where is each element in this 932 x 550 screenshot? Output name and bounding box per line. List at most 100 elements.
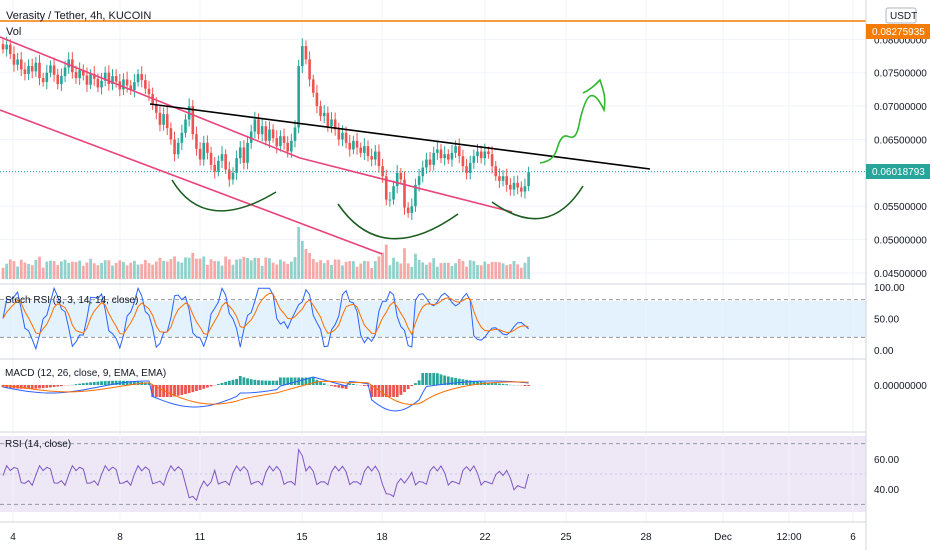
macd-histogram-bar: [362, 385, 366, 386]
macd-histogram-bar: [498, 383, 501, 385]
macd-histogram-bar: [78, 383, 82, 385]
candle-body: [158, 112, 162, 125]
macd-histogram-bar: [289, 377, 293, 385]
volume-label: Vol: [6, 26, 21, 38]
currency-badge[interactable]: USDT: [890, 11, 917, 22]
volume-bar: [209, 259, 213, 279]
volume-bar: [468, 260, 472, 279]
candle-body: [63, 67, 67, 77]
volume-bar: [417, 259, 421, 279]
volume-bar: [454, 263, 457, 279]
macd-histogram-bar: [322, 383, 326, 385]
macd-histogram-bar: [359, 385, 363, 386]
candle-body: [176, 142, 180, 155]
macd-histogram-bar: [213, 385, 217, 386]
macd-histogram-bar: [457, 378, 461, 385]
volume-bar: [487, 263, 490, 279]
macd-histogram-bar: [348, 383, 352, 385]
candle-body: [352, 140, 355, 150]
macd-histogram-bar: [490, 382, 494, 385]
volume-bar: [231, 264, 235, 279]
volume-bar: [180, 262, 184, 279]
candle-body: [264, 126, 268, 141]
candle-body: [476, 151, 479, 157]
price-tick-label: 0.07500000: [874, 69, 927, 80]
macd-histogram-bar: [49, 385, 52, 388]
candle-body: [363, 146, 366, 153]
stoch-tick-label: 50.00: [874, 315, 899, 326]
price-tick-label: 0.07000000: [874, 102, 927, 113]
candle-body: [169, 128, 173, 140]
candle-body: [516, 182, 519, 188]
macd-title: MACD (12, 26, close, 9, EMA, EMA): [5, 368, 166, 379]
candle-body: [173, 139, 176, 155]
macd-histogram-bar: [5, 385, 9, 388]
last-price-tag-box: [866, 164, 930, 179]
volume-bar: [377, 256, 381, 279]
volume-bar: [439, 263, 443, 279]
candle-body: [155, 104, 158, 113]
macd-histogram-bar: [468, 380, 472, 385]
candle-body: [443, 154, 446, 159]
macd-histogram-bar: [253, 379, 257, 385]
volume-bar: [366, 261, 370, 279]
candle-body: [425, 159, 428, 168]
volume-bar: [512, 261, 516, 279]
macd-histogram-bar: [41, 385, 45, 389]
volume-bar: [457, 259, 461, 279]
volume-bar: [260, 265, 264, 279]
macd-histogram-bar: [195, 385, 198, 392]
macd-histogram-bar: [89, 382, 92, 385]
time-axis[interactable]: 4 8 11 15 18 22 25 28 Dec 12:00 6: [10, 532, 856, 543]
candle-body: [209, 152, 213, 165]
stoch-band: [0, 301, 866, 337]
candle-body: [344, 132, 348, 143]
candle-body: [366, 146, 370, 157]
volume-bar: [282, 261, 286, 279]
candle-body: [348, 142, 352, 150]
macd-histogram-bar: [381, 385, 384, 397]
candle-body: [235, 158, 238, 173]
candle-body: [483, 151, 487, 159]
macd-histogram-bar: [428, 373, 432, 385]
macd-histogram-bar: [92, 381, 96, 385]
candle-body: [52, 65, 56, 75]
price-scale[interactable]: 0.08000000 0.07500000 0.07000000 0.06500000…: [874, 35, 927, 496]
volume-bar: [173, 256, 176, 279]
rsi-tick-label: 60.00: [874, 455, 899, 466]
volume-bar: [111, 265, 114, 279]
candle-body: [450, 152, 454, 160]
macd-histogram-bar: [63, 385, 67, 386]
macd-histogram-bar: [505, 384, 509, 386]
channel-lower-line: [0, 109, 383, 255]
candle-body: [9, 44, 12, 55]
candle-body: [122, 79, 125, 90]
macd-histogram-bar: [395, 385, 399, 397]
volume-bar: [406, 263, 410, 279]
volume-bar: [38, 256, 41, 279]
volume-bar: [384, 244, 388, 279]
volume-bar: [242, 256, 246, 279]
rsi-value-line: [2, 448, 530, 502]
candle-body: [41, 78, 45, 83]
candle-body: [129, 85, 133, 91]
candle-body: [384, 176, 388, 200]
candle-body: [520, 187, 523, 192]
currency-badge-box[interactable]: [885, 7, 917, 24]
volume-bar: [169, 259, 173, 279]
volume-bar: [279, 259, 282, 279]
volume-bar: [92, 263, 96, 279]
price-tick-label: 0.05000000: [874, 236, 927, 247]
volume-bar: [147, 263, 151, 279]
macd-histogram-bar: [476, 381, 479, 385]
stoch-k-line: [2, 286, 529, 351]
volume-bar: [435, 266, 439, 279]
volume-bar: [140, 264, 144, 279]
candle-body: [191, 106, 195, 135]
macd-histogram-bar: [300, 377, 304, 385]
volume-bar: [311, 259, 315, 279]
macd-histogram-bar: [249, 379, 253, 385]
volume-bar: [465, 266, 468, 279]
volume-bar: [78, 260, 82, 279]
